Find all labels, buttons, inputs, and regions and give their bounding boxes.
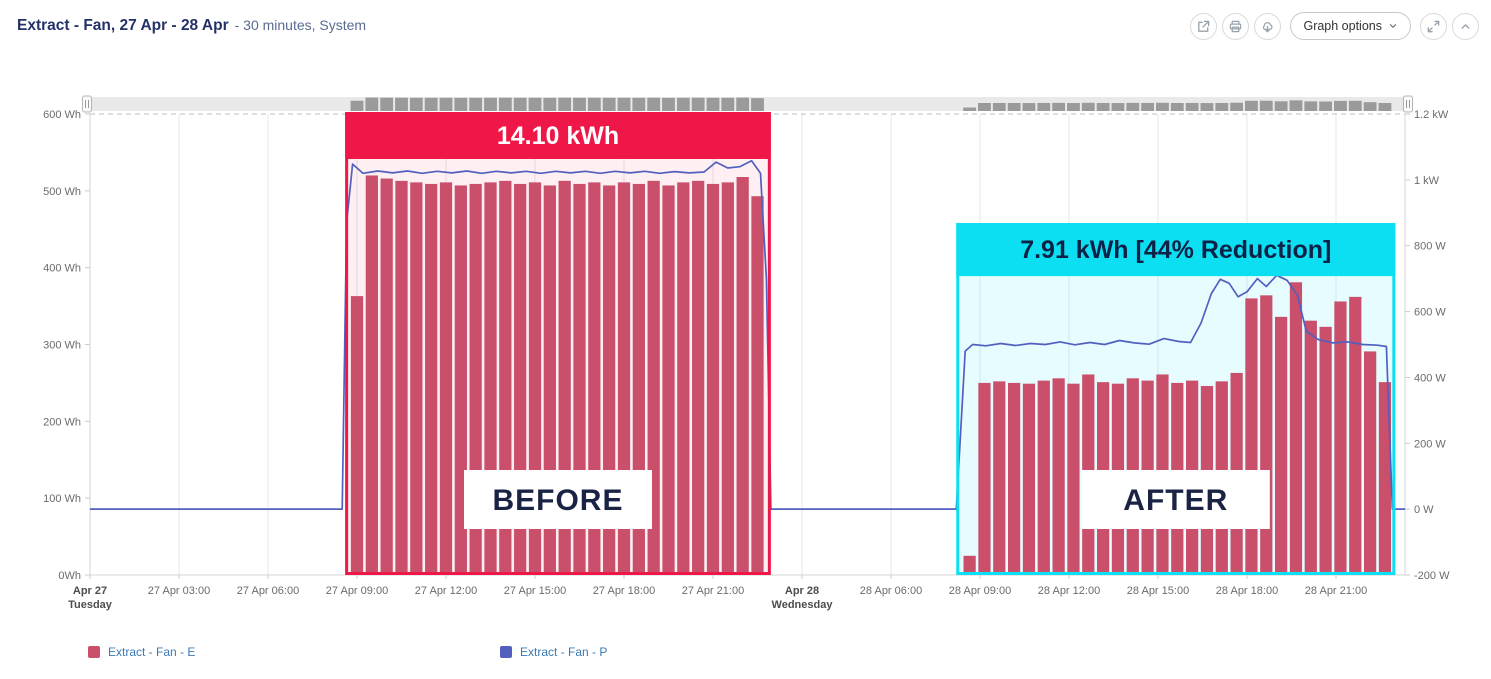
legend-label-power: Extract - Fan - P — [520, 645, 608, 659]
svg-text:400 Wh: 400 Wh — [43, 263, 81, 275]
chevron-up-icon — [1461, 23, 1470, 29]
legend-item-energy[interactable]: Extract - Fan - E — [88, 645, 195, 659]
svg-text:28 Apr 06:00: 28 Apr 06:00 — [860, 585, 922, 597]
print-button[interactable] — [1222, 12, 1250, 40]
svg-text:Wednesday: Wednesday — [772, 599, 834, 611]
cloud-download-icon — [1263, 21, 1273, 32]
svg-text:600 Wh: 600 Wh — [43, 109, 81, 121]
svg-text:BEFORE: BEFORE — [492, 484, 623, 517]
svg-text:Tuesday: Tuesday — [68, 599, 113, 611]
svg-text:300 Wh: 300 Wh — [43, 340, 81, 352]
svg-text:27 Apr 09:00: 27 Apr 09:00 — [326, 585, 388, 597]
svg-text:28 Apr 18:00: 28 Apr 18:00 — [1216, 585, 1278, 597]
svg-text:27 Apr 03:00: 27 Apr 03:00 — [148, 585, 210, 597]
page-subtitle: - 30 minutes, System — [234, 17, 367, 33]
svg-text:AFTER: AFTER — [1123, 484, 1228, 517]
svg-text:14.10 kWh: 14.10 kWh — [497, 122, 619, 150]
fullscreen-button[interactable] — [1420, 12, 1447, 40]
svg-text:28 Apr 12:00: 28 Apr 12:00 — [1038, 585, 1100, 597]
svg-text:200 W: 200 W — [1414, 438, 1446, 450]
svg-text:100 Wh: 100 Wh — [43, 493, 81, 505]
svg-text:Apr 27: Apr 27 — [73, 585, 107, 597]
toolbar: Graph options — [1190, 12, 1479, 40]
svg-text:27 Apr 15:00: 27 Apr 15:00 — [504, 585, 566, 597]
svg-text:28 Apr 21:00: 28 Apr 21:00 — [1305, 585, 1367, 597]
energy-chart: Apr 27 Tuesday 27 Apr 03:00 27 Apr 06:00 27 … — [43, 95, 1450, 611]
svg-text:0 W: 0 W — [1414, 504, 1434, 516]
chart-title-block: Extract - Fan, 27 Apr - 28 Apr - 30 minu… — [17, 17, 366, 35]
svg-text:-200 W: -200 W — [1414, 570, 1450, 582]
svg-text:0Wh: 0Wh — [58, 570, 81, 582]
svg-text:7.91 kWh [44% Reduction]: 7.91 kWh [44% Reduction] — [1020, 236, 1331, 264]
svg-text:800 W: 800 W — [1414, 241, 1446, 253]
legend: Extract - Fan - E Extract - Fan - P — [0, 645, 1491, 665]
svg-text:500 Wh: 500 Wh — [43, 186, 81, 198]
svg-text:27 Apr 18:00: 27 Apr 18:00 — [593, 585, 655, 597]
legend-swatch-power — [500, 646, 512, 658]
svg-text:600 W: 600 W — [1414, 307, 1446, 319]
download-button[interactable] — [1254, 12, 1282, 40]
svg-text:Apr 28: Apr 28 — [785, 585, 819, 597]
graph-options-label: Graph options — [1303, 19, 1382, 33]
svg-text:28 Apr 09:00: 28 Apr 09:00 — [949, 585, 1011, 597]
external-link-icon — [1198, 20, 1210, 32]
svg-text:27 Apr 21:00: 27 Apr 21:00 — [682, 585, 744, 597]
chevron-down-icon — [1389, 24, 1397, 28]
legend-label-energy: Extract - Fan - E — [108, 645, 196, 659]
collapse-button[interactable] — [1452, 12, 1479, 40]
printer-icon — [1230, 20, 1242, 32]
svg-text:28 Apr 15:00: 28 Apr 15:00 — [1127, 585, 1189, 597]
legend-swatch-energy — [88, 646, 100, 658]
svg-text:27 Apr 06:00: 27 Apr 06:00 — [237, 585, 299, 597]
expand-icon — [1427, 20, 1440, 32]
header: Extract - Fan, 27 Apr - 28 Apr - 30 minu… — [0, 0, 1491, 52]
svg-text:1 kW: 1 kW — [1414, 175, 1440, 187]
open-external-button[interactable] — [1190, 12, 1218, 40]
graph-options-button[interactable]: Graph options — [1290, 12, 1411, 40]
svg-text:1.2 kW: 1.2 kW — [1414, 109, 1449, 121]
svg-text:27 Apr 12:00: 27 Apr 12:00 — [415, 585, 477, 597]
legend-item-power[interactable]: Extract - Fan - P — [500, 645, 607, 659]
page-title: Extract - Fan, 27 Apr - 28 Apr — [17, 17, 229, 34]
svg-text:200 Wh: 200 Wh — [43, 416, 81, 428]
svg-text:400 W: 400 W — [1414, 372, 1446, 384]
